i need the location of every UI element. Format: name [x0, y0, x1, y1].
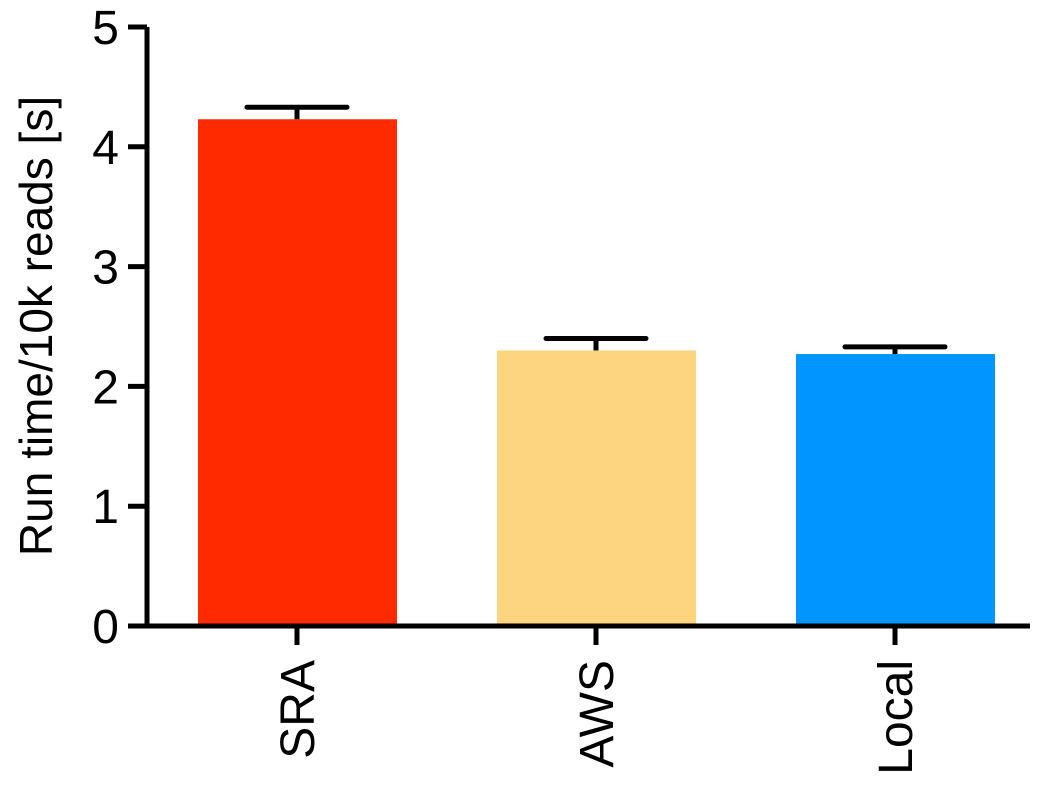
- x-tick-label: Local: [870, 660, 923, 775]
- bar: [796, 354, 995, 626]
- y-tick-label: 3: [92, 242, 119, 295]
- x-tick-label: AWS: [571, 660, 624, 768]
- y-tick-label: 1: [92, 481, 119, 534]
- y-axis-title: Run time/10k reads [s]: [10, 96, 62, 556]
- y-tick-label: 4: [92, 122, 119, 175]
- y-tick-label: 0: [92, 601, 119, 654]
- y-tick-label: 5: [92, 2, 119, 55]
- bar: [198, 119, 397, 626]
- bar: [497, 350, 696, 626]
- y-tick-label: 2: [92, 361, 119, 414]
- x-tick-label: SRA: [272, 660, 325, 759]
